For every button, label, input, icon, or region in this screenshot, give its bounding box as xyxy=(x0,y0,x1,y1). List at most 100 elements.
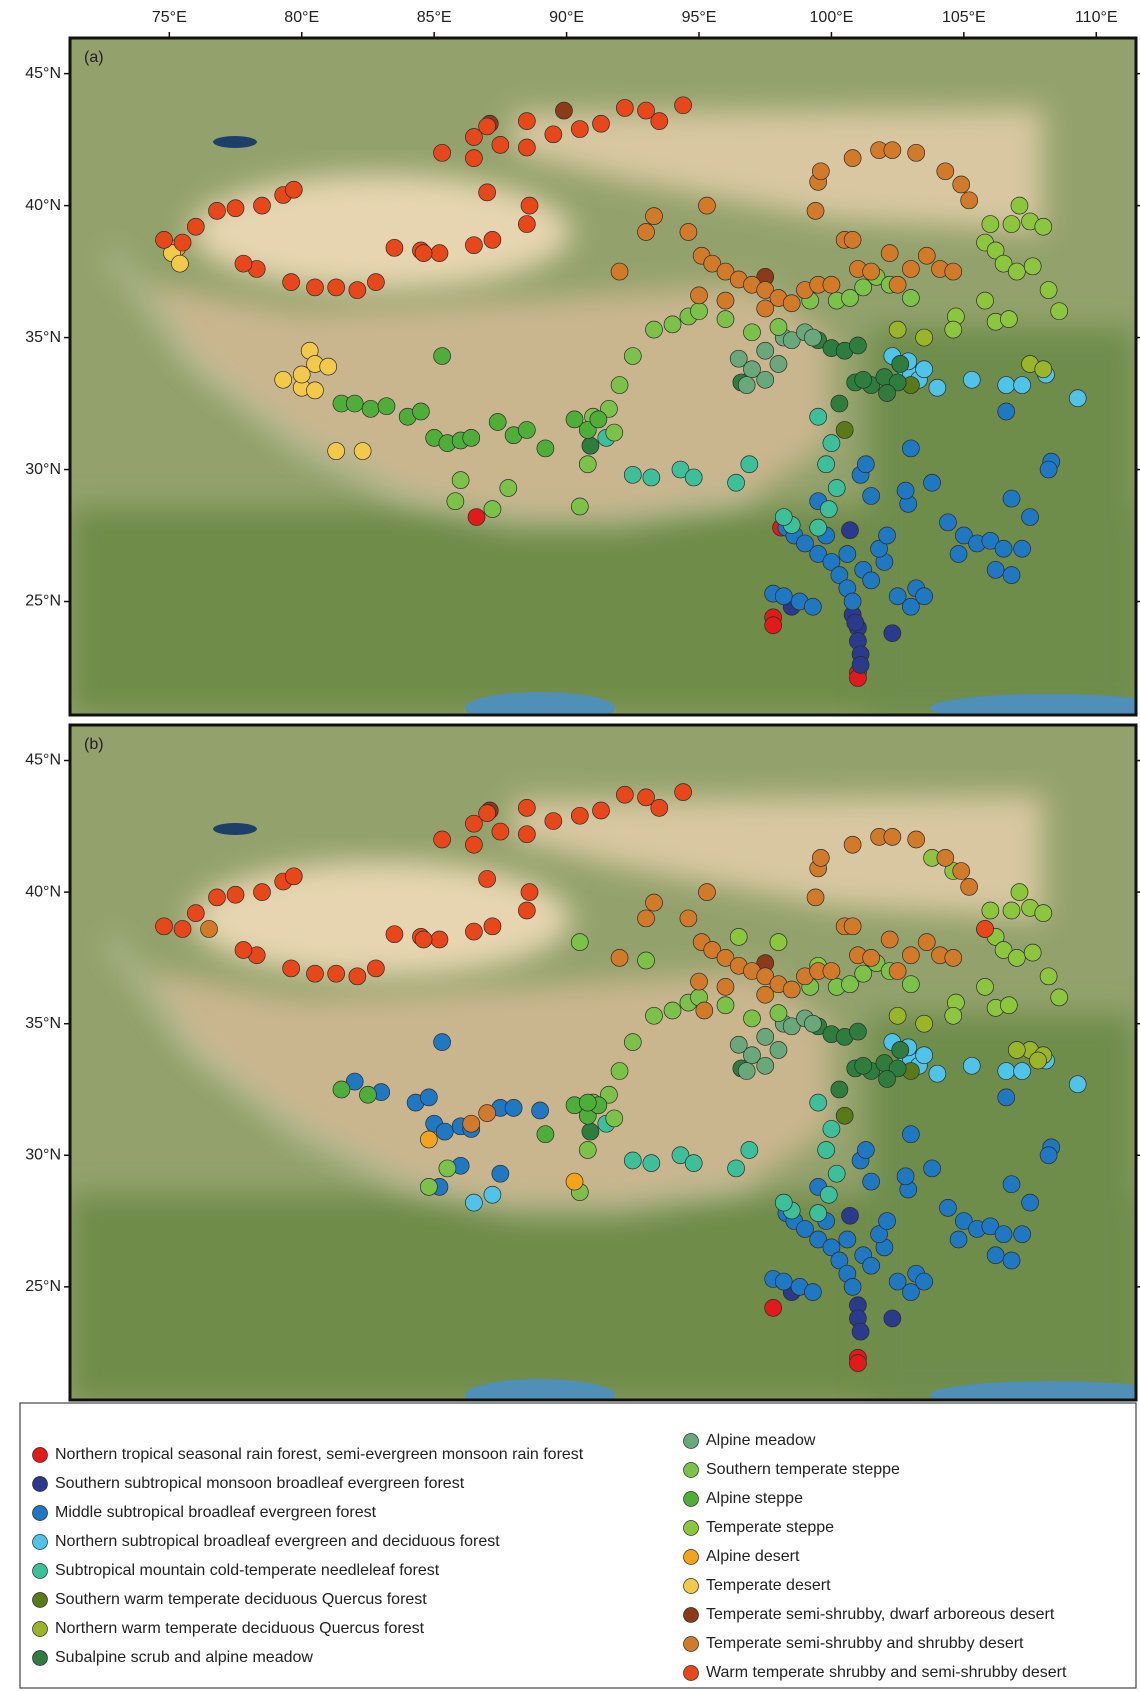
site-point xyxy=(1003,1252,1020,1269)
site-point xyxy=(924,474,941,491)
site-point xyxy=(465,150,482,167)
site-point xyxy=(881,245,898,262)
site-point xyxy=(1003,1176,1020,1193)
site-point xyxy=(863,572,880,589)
site-point xyxy=(306,382,323,399)
site-point xyxy=(937,849,954,866)
site-point xyxy=(415,245,432,262)
site-point xyxy=(651,799,668,816)
site-point xyxy=(412,403,429,420)
site-point xyxy=(995,540,1012,557)
site-point xyxy=(889,963,906,980)
site-point xyxy=(465,1194,482,1211)
site-point xyxy=(916,1047,933,1064)
site-point xyxy=(717,997,734,1014)
y-tick-label: 45°N xyxy=(25,752,61,769)
site-point xyxy=(638,910,655,927)
site-point xyxy=(823,963,840,980)
site-point xyxy=(463,1115,480,1132)
site-point xyxy=(1008,263,1025,280)
site-point xyxy=(611,377,628,394)
legend-marker xyxy=(33,1448,48,1463)
legend-label: Subalpine scrub and alpine meadow xyxy=(55,1649,313,1666)
site-point xyxy=(431,931,448,948)
site-point xyxy=(902,976,919,993)
site-point xyxy=(810,1205,827,1222)
site-point xyxy=(201,920,218,937)
site-point xyxy=(950,545,967,562)
site-point xyxy=(349,968,366,985)
site-point xyxy=(945,321,962,338)
site-point xyxy=(804,1015,821,1032)
site-point xyxy=(879,384,896,401)
legend-label: Subtropical mountain cold-temperate need… xyxy=(55,1562,440,1579)
site-point xyxy=(698,884,715,901)
site-point xyxy=(897,1168,914,1185)
site-point xyxy=(590,411,607,428)
site-point xyxy=(863,263,880,280)
site-point xyxy=(518,826,535,843)
site-point xyxy=(804,598,821,615)
site-point xyxy=(579,1142,596,1159)
site-point xyxy=(836,421,853,438)
legend-marker xyxy=(684,1521,699,1536)
site-point xyxy=(1008,1042,1025,1059)
site-point xyxy=(892,355,909,372)
site-point xyxy=(844,1278,861,1295)
site-point xyxy=(582,1123,599,1140)
site-point xyxy=(828,480,845,497)
legend-label: Northern subtropical broadleaf evergreen… xyxy=(55,1533,500,1550)
site-point xyxy=(545,813,562,830)
site-point xyxy=(685,1155,702,1172)
site-point xyxy=(489,414,506,431)
site-point xyxy=(174,920,191,937)
site-point xyxy=(757,1057,774,1074)
site-point xyxy=(902,1126,919,1143)
legend-marker xyxy=(33,1622,48,1637)
site-point xyxy=(593,802,610,819)
site-point xyxy=(492,1165,509,1182)
site-point xyxy=(783,295,800,312)
site-point xyxy=(606,1110,623,1127)
site-point xyxy=(479,184,496,201)
site-point xyxy=(434,831,451,848)
site-point xyxy=(691,303,708,320)
site-point xyxy=(1000,311,1017,328)
site-point xyxy=(916,1015,933,1032)
site-point xyxy=(881,931,898,948)
site-point xyxy=(857,456,874,473)
site-point xyxy=(977,292,994,309)
legend-label: Southern warm temperate deciduous Quercu… xyxy=(55,1591,427,1608)
site-point xyxy=(571,498,588,515)
site-point xyxy=(187,218,204,235)
site-point xyxy=(1014,1226,1031,1243)
site-point xyxy=(275,371,292,388)
legend-marker xyxy=(33,1564,48,1579)
site-point xyxy=(804,329,821,346)
site-point xyxy=(431,245,448,262)
site-point xyxy=(884,625,901,642)
site-point xyxy=(945,263,962,280)
site-point xyxy=(624,466,641,483)
site-point xyxy=(916,588,933,605)
site-point xyxy=(844,231,861,248)
site-point xyxy=(775,588,792,605)
legend-label: Temperate semi-shrubby, dwarf arboreous … xyxy=(706,1606,1055,1623)
site-point xyxy=(691,973,708,990)
site-point xyxy=(812,849,829,866)
site-point xyxy=(518,902,535,919)
legend-marker xyxy=(684,1637,699,1652)
site-point xyxy=(945,949,962,966)
site-point xyxy=(770,355,787,372)
site-point xyxy=(738,1063,755,1080)
site-point xyxy=(998,403,1015,420)
site-point xyxy=(775,1194,792,1211)
y-tick-label: 40°N xyxy=(25,197,61,214)
site-point xyxy=(836,1107,853,1124)
site-point xyxy=(852,1323,869,1340)
site-point xyxy=(606,424,623,441)
site-point xyxy=(1035,218,1052,235)
site-point xyxy=(680,223,697,240)
site-point xyxy=(757,300,774,317)
site-point xyxy=(285,181,302,198)
